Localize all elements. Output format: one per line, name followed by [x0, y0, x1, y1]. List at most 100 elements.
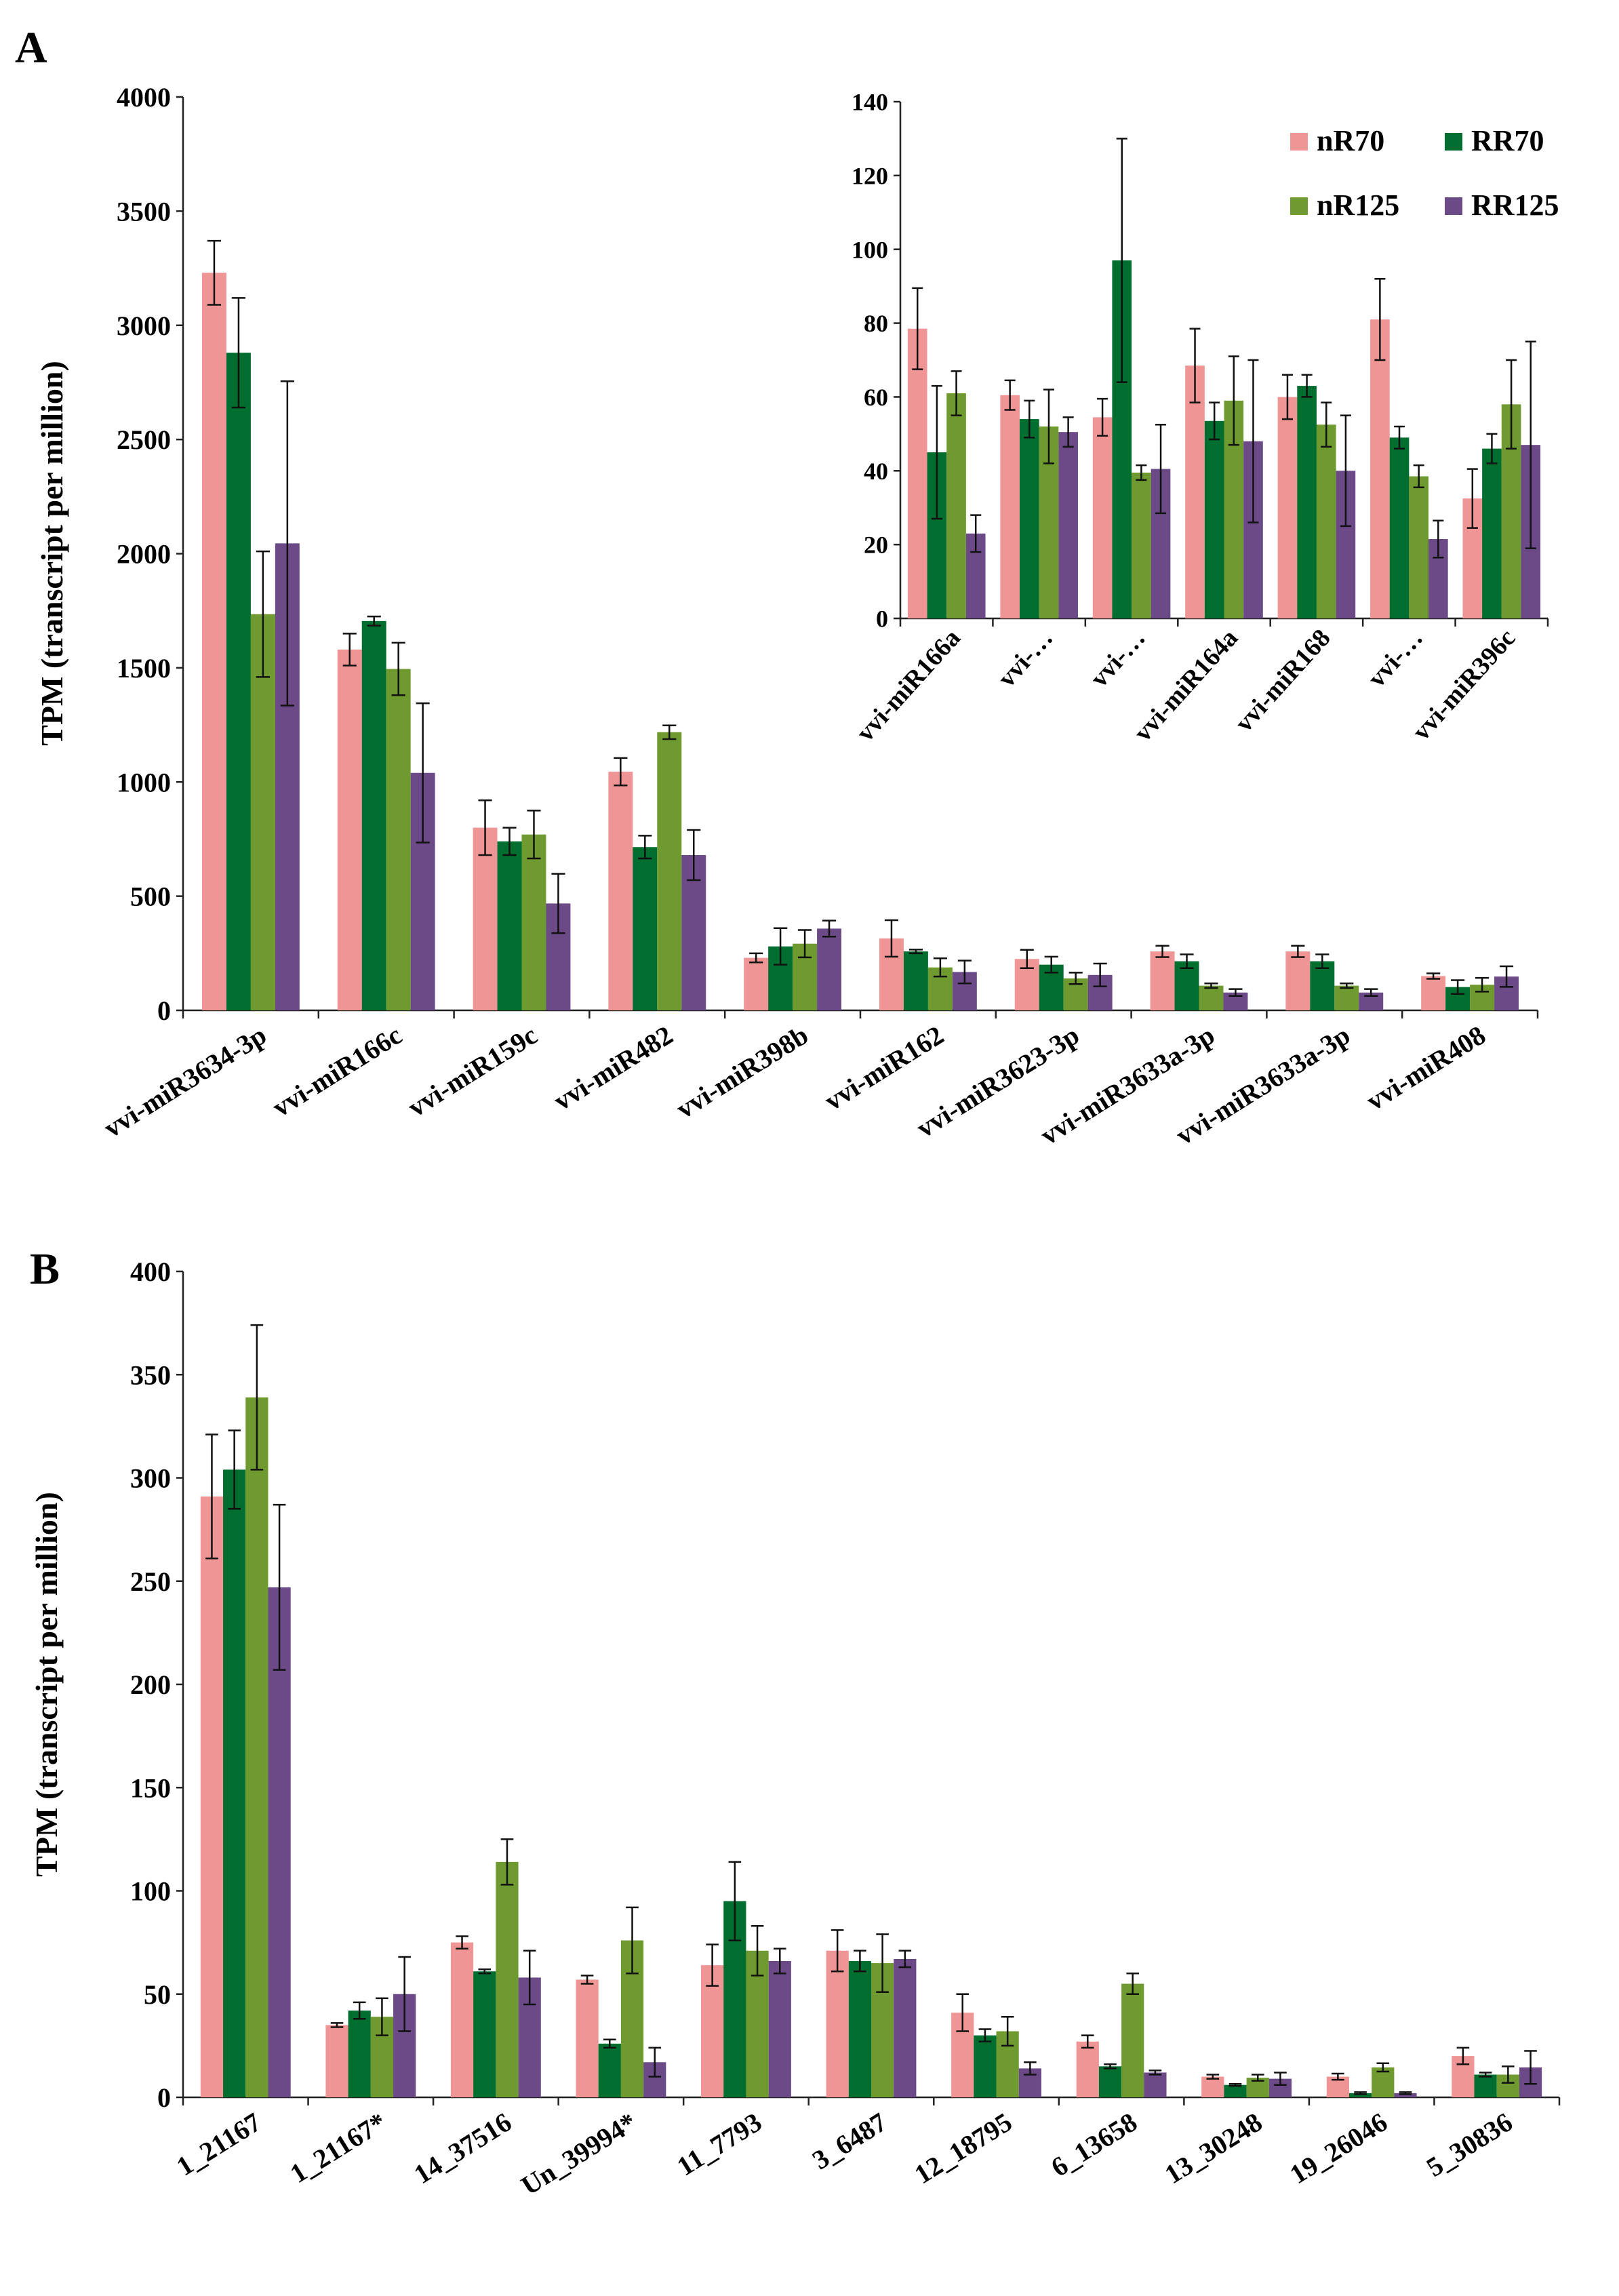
bar-rr70-0 — [226, 353, 251, 1010]
bar-nr70-0 — [907, 328, 927, 618]
y-tick-label: 100 — [852, 236, 888, 263]
x-category-label: vvi-… — [993, 624, 1059, 693]
y-tick-label: 100 — [130, 1876, 171, 1907]
bar-nr70-2 — [1092, 417, 1113, 618]
bar-rr125-4 — [817, 928, 842, 1010]
x-category-label: 5_30836 — [1421, 2106, 1518, 2182]
x-category-label: vvi-… — [1085, 624, 1151, 693]
bar-rr70-5 — [848, 1961, 871, 2097]
x-category-label: vvi-miR408 — [1361, 1019, 1491, 1116]
bar-nr70-1 — [337, 649, 362, 1010]
bar-nr125-4 — [1316, 424, 1336, 618]
y-tick-label: 50 — [144, 1979, 171, 2010]
legend-swatch-rr125 — [1445, 197, 1462, 215]
bar-rr125-5 — [894, 1958, 917, 2097]
bar-rr70-3 — [598, 2043, 621, 2097]
bar-nr125-3 — [657, 732, 682, 1010]
y-tick-label: 4000 — [117, 82, 171, 113]
y-tick-label: 350 — [130, 1360, 171, 1390]
bar-nr125-2 — [521, 834, 546, 1010]
x-category-label: vvi-miR398b — [671, 1019, 813, 1124]
y-tick-label: 80 — [864, 310, 888, 337]
y-tick-label: 60 — [864, 384, 888, 411]
legend-label-nr125: nR125 — [1317, 189, 1399, 222]
bar-nr125-5 — [1409, 476, 1429, 618]
legend-label-rr70: RR70 — [1471, 124, 1544, 157]
x-category-label: Un_39994* — [516, 2106, 642, 2200]
bar-nr125-9 — [1372, 2067, 1395, 2097]
legend-label-rr125: RR125 — [1471, 189, 1559, 222]
y-tick-label: 2500 — [117, 424, 171, 455]
bar-rr125-1 — [1058, 432, 1078, 618]
y-axis-title: TPM (transcript per million) — [35, 361, 69, 746]
bar-nr70-2 — [450, 1942, 474, 2097]
x-category-label: 1_21167 — [171, 2106, 266, 2181]
bar-nr125-8 — [1334, 985, 1359, 1010]
bar-rr70-0 — [223, 1469, 246, 2097]
y-tick-label: 250 — [130, 1566, 171, 1597]
x-category-label: 19_26046 — [1284, 2106, 1393, 2190]
bar-nr70-7 — [1076, 2041, 1099, 2097]
bar-nr125-7 — [1199, 985, 1224, 1010]
bar-rr70-1 — [361, 620, 386, 1010]
bar-rr70-2 — [473, 1971, 496, 2097]
bar-nr70-0 — [200, 1496, 224, 2097]
bar-nr70-2 — [473, 827, 498, 1010]
bar-nr70-3 — [608, 772, 633, 1010]
bar-rr70-5 — [1389, 437, 1410, 618]
y-tick-label: 0 — [157, 995, 171, 1026]
bar-nr125-1 — [386, 669, 411, 1010]
y-tick-label: 3000 — [117, 311, 171, 341]
panel-a-label: A — [15, 23, 47, 73]
x-category-label: vvi-miR3634-3p — [98, 1019, 272, 1143]
bar-rr70-8 — [1310, 961, 1335, 1010]
legend-swatch-rr70 — [1445, 133, 1462, 151]
bar-nr70-4 — [1277, 397, 1298, 618]
y-tick-label: 120 — [852, 162, 888, 189]
y-tick-label: 200 — [130, 1669, 171, 1700]
bar-nr70-4 — [701, 1965, 724, 2097]
x-category-label: 13_30248 — [1159, 2106, 1268, 2190]
y-tick-label: 300 — [130, 1463, 171, 1494]
x-category-label: vvi-miR166a — [851, 624, 966, 747]
legend: nR70 RR70 nR125 RR125 — [1290, 124, 1559, 222]
y-tick-label: 1000 — [117, 767, 171, 797]
bar-nr125-7 — [1121, 1983, 1144, 2097]
y-tick-label: 500 — [130, 882, 171, 912]
x-category-label: 14_37516 — [409, 2106, 517, 2190]
y-tick-label: 40 — [864, 458, 888, 485]
x-category-label: vvi-… — [1362, 624, 1428, 693]
x-category-label: vvi-miR159c — [403, 1019, 543, 1122]
x-category-label: 12_18795 — [909, 2106, 1018, 2190]
bar-nr70-0 — [201, 273, 226, 1010]
bar-nr70-9 — [1421, 976, 1446, 1010]
bar-nr125-0 — [250, 614, 275, 1010]
bar-nr125-2 — [496, 1861, 519, 2097]
y-tick-label: 140 — [852, 89, 888, 116]
bar-rr70-6 — [1482, 448, 1502, 618]
bar-nr70-5 — [826, 1950, 849, 2097]
legend-swatch-nr70 — [1290, 133, 1308, 151]
bar-rr70-8 — [1224, 2084, 1247, 2097]
y-tick-label: 150 — [130, 1773, 171, 1803]
bar-rr70-7 — [1098, 2066, 1122, 2097]
bar-rr125-0 — [268, 1587, 291, 2097]
bar-nr70-5 — [1370, 319, 1390, 618]
x-category-label: vvi-miR162 — [819, 1019, 949, 1116]
bar-rr125-7 — [1144, 2072, 1167, 2097]
y-tick-label: 0 — [157, 2082, 171, 2113]
x-category-label: vvi-miR168 — [1230, 624, 1336, 738]
x-category-label: 3_6487 — [807, 2106, 892, 2175]
bar-nr70-8 — [1285, 951, 1311, 1010]
x-category-label: vvi-miR482 — [548, 1019, 679, 1116]
bar-rr125-4 — [768, 1961, 791, 2097]
y-tick-label: 0 — [876, 606, 888, 633]
bar-nr70-3 — [1185, 365, 1205, 618]
x-category-label: vvi-miR166c — [267, 1019, 407, 1122]
bar-rr70-6 — [974, 2035, 997, 2097]
bar-nr70-1 — [1000, 395, 1020, 618]
bar-nr125-2 — [1132, 473, 1151, 618]
bar-rr70-10 — [1474, 2074, 1497, 2097]
